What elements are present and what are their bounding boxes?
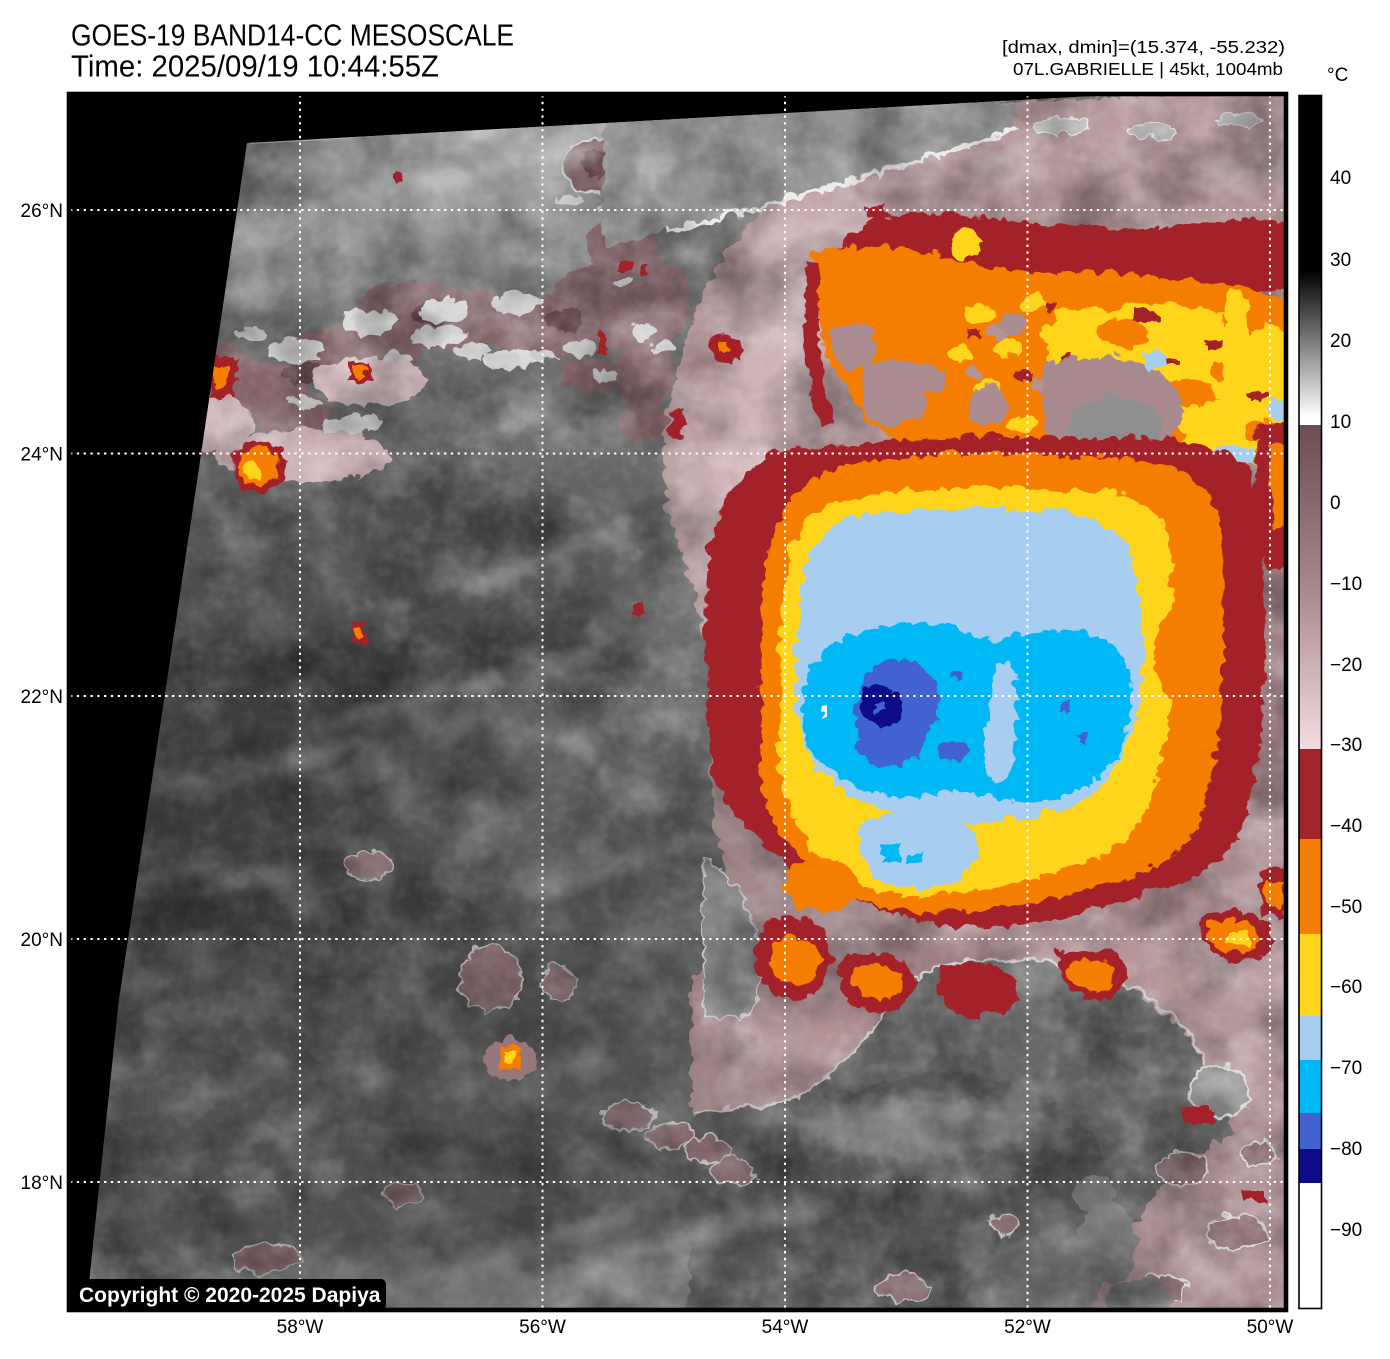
svg-text:18°N: 18°N [21, 1173, 63, 1194]
svg-text:−10: −10 [1330, 574, 1362, 595]
svg-text:−30: −30 [1330, 735, 1362, 756]
svg-text:−90: −90 [1330, 1220, 1362, 1241]
svg-text:10: 10 [1330, 412, 1351, 433]
svg-text:24°N: 24°N [21, 445, 63, 466]
svg-text:30: 30 [1330, 250, 1351, 271]
svg-text:Copyright © 2020-2025 Dapiya: Copyright © 2020-2025 Dapiya [79, 1284, 381, 1307]
svg-text:0: 0 [1330, 493, 1341, 514]
svg-text:−80: −80 [1330, 1139, 1362, 1160]
svg-text:26°N: 26°N [21, 201, 63, 222]
svg-text:GOES-19 BAND14-CC MESOSCALE: GOES-19 BAND14-CC MESOSCALE [71, 18, 514, 53]
svg-text:20°N: 20°N [21, 930, 63, 951]
svg-text:[dmax, dmin]=(15.374, -55.232): [dmax, dmin]=(15.374, -55.232) [1002, 37, 1285, 57]
svg-text:−20: −20 [1330, 655, 1362, 676]
svg-text:54°W: 54°W [762, 1317, 809, 1338]
svg-text:52°W: 52°W [1004, 1317, 1051, 1338]
svg-text:20: 20 [1330, 331, 1351, 352]
svg-text:−60: −60 [1330, 977, 1362, 998]
svg-text:58°W: 58°W [277, 1317, 324, 1338]
svg-text:°C: °C [1327, 65, 1348, 86]
svg-text:Time: 2025/09/19 10:44:55Z: Time: 2025/09/19 10:44:55Z [71, 49, 439, 84]
svg-text:56°W: 56°W [519, 1317, 566, 1338]
svg-text:50°W: 50°W [1247, 1317, 1294, 1338]
svg-text:22°N: 22°N [21, 687, 63, 708]
svg-text:40: 40 [1330, 168, 1351, 189]
svg-text:−40: −40 [1330, 816, 1362, 837]
svg-text:−70: −70 [1330, 1058, 1362, 1079]
svg-text:−50: −50 [1330, 897, 1362, 918]
svg-text:07L.GABRIELLE | 45kt, 1004mb: 07L.GABRIELLE | 45kt, 1004mb [1013, 59, 1283, 79]
